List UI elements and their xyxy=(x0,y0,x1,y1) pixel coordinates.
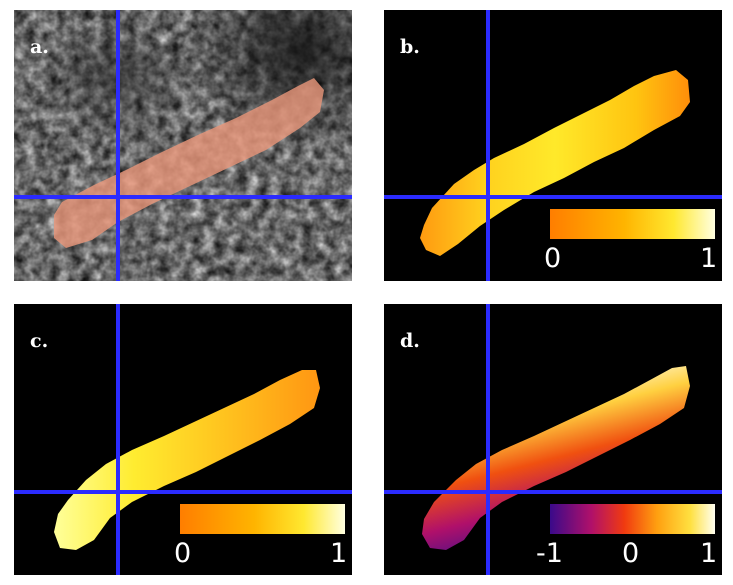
panel-d-label: d. xyxy=(400,330,420,352)
colorbar-d-min-label: -1 xyxy=(536,538,563,569)
panel-b: b. 0 1 xyxy=(384,10,722,281)
mri-image xyxy=(14,10,352,281)
probability-map-b xyxy=(384,10,722,281)
panel-a: a. xyxy=(14,10,352,281)
colorbar-d-max-label: 1 xyxy=(700,538,718,569)
probability-map-c xyxy=(14,304,352,575)
colorbar-d xyxy=(550,504,715,534)
panel-d: d. -1 0 1 xyxy=(384,304,722,575)
colorbar-c-min-label: 0 xyxy=(174,538,192,569)
colorbar-c xyxy=(180,504,345,534)
colorbar-b xyxy=(550,209,715,239)
panel-a-label: a. xyxy=(30,36,49,58)
colorbar-c-max-label: 1 xyxy=(330,538,348,569)
colorbar-b-max-label: 1 xyxy=(700,243,718,274)
segmentation-overlay xyxy=(54,78,324,248)
panel-c: c. 0 1 xyxy=(14,304,352,575)
difference-map-d xyxy=(384,304,722,575)
probability-region-c xyxy=(54,370,320,550)
panel-c-label: c. xyxy=(30,330,49,352)
colorbar-b-min-label: 0 xyxy=(544,243,562,274)
colorbar-d-mid-label: 0 xyxy=(622,538,640,569)
panel-b-label: b. xyxy=(400,36,420,58)
